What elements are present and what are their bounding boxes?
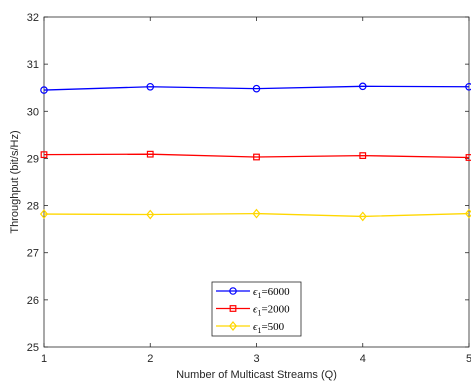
x-tick-label: 3 [253, 353, 259, 365]
y-tick-label: 25 [27, 342, 39, 354]
data-point [146, 82, 155, 91]
legend-label: ϵ1=2000 [253, 304, 290, 318]
data-point [40, 86, 48, 94]
y-tick-label: 28 [27, 201, 39, 213]
legend: ϵ1=6000 ϵ1=2000 ϵ1=500 [211, 281, 302, 337]
series-line [43, 153, 470, 159]
legend-label: ϵ1=6000 [253, 286, 290, 300]
data-point [465, 154, 471, 161]
legend-entry: ϵ1=500 [216, 321, 285, 335]
data-point [359, 152, 367, 160]
data-point [146, 209, 155, 220]
data-point [39, 209, 49, 219]
data-point [253, 153, 260, 161]
y-axis-label: Throughput (bit/s/Hz) [9, 130, 21, 233]
series-line [43, 85, 470, 91]
y-tick-label: 31 [27, 59, 39, 71]
y-tick-label: 30 [27, 106, 39, 118]
y-tick-label: 32 [27, 12, 39, 24]
data-point [464, 208, 471, 219]
y-tick-label: 29 [27, 153, 39, 165]
data-point [40, 151, 48, 159]
series-1 [40, 150, 471, 161]
series-group [39, 82, 471, 222]
y-tick-label: 26 [27, 295, 39, 307]
legend-entry: ϵ1=2000 [216, 304, 290, 318]
series-line [43, 212, 470, 218]
series-0 [40, 82, 471, 94]
x-tick-label: 1 [41, 353, 47, 365]
y-tick-label: 27 [27, 248, 39, 260]
data-point [465, 82, 471, 91]
legend-entry: ϵ1=6000 [216, 286, 290, 300]
data-point [358, 211, 367, 222]
x-axis-label: Number of Multicast Streams (Q) [176, 369, 337, 381]
x-tick-label: 5 [466, 353, 471, 365]
data-point [358, 82, 367, 91]
legend-marker [228, 321, 238, 331]
series-2 [39, 208, 471, 222]
legend-marker [229, 287, 237, 295]
data-point [146, 150, 154, 158]
data-point [252, 84, 261, 93]
legend-label: ϵ1=500 [253, 321, 285, 335]
x-tick-label: 2 [147, 353, 153, 365]
x-tick-label: 4 [360, 353, 366, 365]
data-point [252, 208, 261, 219]
legend-marker [229, 305, 237, 312]
